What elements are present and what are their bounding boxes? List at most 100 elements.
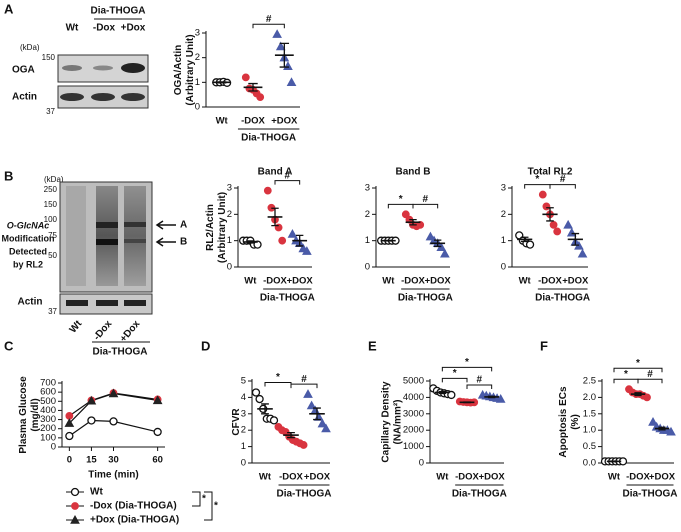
- error-bar: [216, 81, 227, 84]
- panel-label: C: [4, 338, 14, 353]
- band-label: A: [180, 220, 187, 231]
- group-label: Dia-THOGA: [241, 133, 296, 144]
- error-bar: [438, 390, 447, 395]
- x-tick-label: Wt: [382, 276, 395, 287]
- legend-label: Wt: [90, 487, 103, 498]
- blot-band: [66, 300, 88, 306]
- data-point: [306, 400, 317, 410]
- y-tick-label: 5: [241, 376, 246, 387]
- significance-bracket: [549, 184, 576, 189]
- blot-band: [93, 65, 113, 71]
- y-tick-label: 3: [195, 28, 200, 39]
- lane-label: -Dox: [93, 23, 116, 34]
- data-point: [253, 240, 262, 249]
- y-tick-label: 0: [241, 458, 246, 469]
- error-bar: [571, 232, 580, 246]
- y-tick-label: 1.0: [583, 425, 596, 436]
- error-bar: [246, 240, 255, 244]
- error-bar: [520, 236, 529, 243]
- data-point: [286, 77, 297, 87]
- y-tick-label: 2.0: [583, 392, 596, 403]
- y-axis-label: (mg/dl): [30, 398, 41, 431]
- lane-label: +Dox: [121, 23, 146, 34]
- data-point: [440, 248, 450, 258]
- significance-label: #: [647, 369, 653, 380]
- y-tick-label: 0: [501, 262, 506, 273]
- legend-label: +Dox (Dia-THOGA): [90, 515, 179, 526]
- mw-marker: 50: [48, 251, 57, 260]
- y-tick-label: 700: [40, 378, 56, 389]
- data-point: [495, 394, 506, 403]
- data-point: [549, 220, 558, 229]
- blot-band: [91, 93, 115, 101]
- lane-label: Wt: [66, 23, 79, 34]
- y-tick-label: 100: [40, 432, 56, 443]
- panel-label: E: [368, 338, 377, 353]
- significance-bracket: [466, 384, 493, 389]
- error-bar: [487, 395, 496, 399]
- blot-lane: [96, 186, 118, 286]
- chart-title: Band B: [396, 167, 431, 178]
- y-tick-label: 600: [40, 387, 56, 398]
- data-point: [263, 186, 272, 195]
- x-tick-label: 15: [86, 455, 97, 466]
- x-axis-label: Time (min): [88, 470, 138, 481]
- error-bar: [546, 207, 554, 222]
- y-tick-label: 0: [365, 262, 370, 273]
- band-arrow: [155, 220, 176, 230]
- significance-bracket: [441, 366, 493, 372]
- y-tick-label: 0.5: [583, 441, 596, 452]
- significance-bracket: [412, 203, 439, 209]
- x-tick-label: 0: [67, 455, 72, 466]
- x-tick-label: Wt: [244, 276, 257, 287]
- x-tick-label: -DOX: [279, 472, 303, 483]
- mw-marker: 250: [44, 185, 58, 194]
- y-axis-label: Plasma Glucose: [18, 376, 29, 454]
- error-bar: [271, 207, 279, 227]
- blot-band: [124, 300, 146, 306]
- data-point: [153, 427, 162, 437]
- x-tick-label: Wt: [436, 472, 449, 483]
- y-tick-label: 300: [40, 414, 56, 425]
- mw-marker: 37: [46, 107, 55, 116]
- y-tick-label: 0: [195, 102, 200, 113]
- data-point: [87, 416, 96, 425]
- significance-bracket: [274, 180, 301, 185]
- significance-bracket: [192, 491, 201, 507]
- significance-label: *: [465, 357, 469, 368]
- series-line: [68, 392, 158, 424]
- panel-label: B: [4, 168, 13, 183]
- data-point: [64, 418, 75, 427]
- blot-band: [121, 93, 145, 101]
- error-bar: [279, 42, 290, 68]
- x-tick-label: 30: [108, 455, 119, 466]
- mw-marker: 37: [48, 307, 57, 316]
- data-point: [255, 394, 264, 404]
- group-label: Dia-THOGA: [398, 293, 453, 304]
- error-bar: [313, 407, 321, 421]
- blot-a: Dia-THOGA Wt -Dox +Dox (kDa) 150 37 OGA …: [12, 6, 149, 116]
- y-tick-label: 2: [365, 209, 370, 220]
- series-line: [69, 419, 158, 437]
- panel-label: D: [201, 338, 210, 353]
- blot-group: Dia-THOGA: [93, 347, 148, 358]
- y-tick-label: 0: [227, 262, 232, 273]
- blot-row-label: Actin: [18, 297, 43, 308]
- y-tick-label: 2: [195, 52, 200, 63]
- data-point: [71, 502, 79, 510]
- data-point: [287, 229, 298, 238]
- data-point: [70, 487, 80, 497]
- data-point: [108, 388, 119, 398]
- y-tick-label: 2.5: [583, 376, 596, 387]
- y-tick-label: 2: [227, 209, 232, 220]
- y-axis-label: Capillary Density: [381, 381, 392, 463]
- error-bar: [295, 234, 304, 247]
- mw-marker: 150: [42, 53, 56, 62]
- kda-label: (kDa): [20, 43, 40, 52]
- significance-bracket: [613, 367, 663, 373]
- y-tick-label: 3: [501, 183, 506, 194]
- blot-band: [96, 239, 118, 245]
- y-tick-label: 0.0: [583, 458, 596, 469]
- y-axis-label: (Arbitrary Unit): [185, 34, 196, 105]
- x-tick-label: +DOX: [562, 276, 589, 287]
